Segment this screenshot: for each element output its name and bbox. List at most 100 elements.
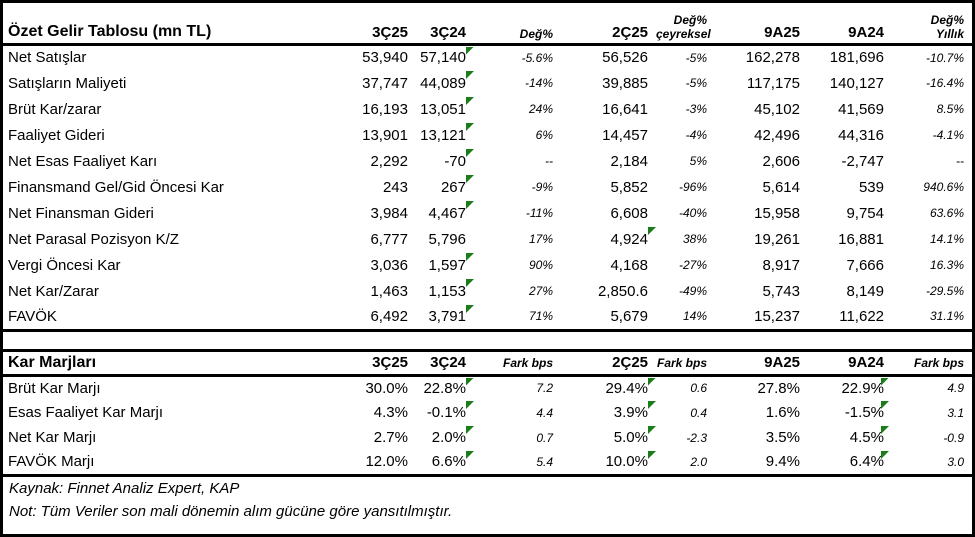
income-table-title: Özet Gelir Tablosu (mn TL) [3, 3, 330, 46]
col-header-3c24: 3Ç24 [412, 3, 474, 46]
cell-3c24: 2.0% [412, 425, 474, 450]
cell-2c25: 14,457 [602, 126, 648, 144]
cell-deg-yillik: -- [956, 154, 964, 168]
cell-fark-bps: -0.9 [943, 430, 964, 445]
green-flag-icon [466, 175, 474, 183]
cell-deg-pct: 6% [535, 128, 553, 142]
green-flag-icon [466, 71, 474, 79]
cell-3c24: 1,153 [412, 278, 474, 304]
cell-fark-bps: 7.2 [536, 381, 553, 396]
col-header-deg-pct-yillik: Değ% Yıllık [889, 3, 972, 46]
col-header-2c25: 2Ç25 [556, 3, 656, 46]
cell-2c25: 6,608 [610, 204, 648, 222]
col-header-3c25: 3Ç25 [330, 3, 412, 46]
table-row: Net Parasal Pozisyon K/Z 6,777 5,796 17%… [3, 226, 972, 252]
data-note: Not: Tüm Veriler son mali dönemin alım g… [9, 502, 453, 520]
cell-deg-yillik: 14.1% [929, 232, 964, 246]
green-flag-icon [466, 201, 474, 209]
cell-2c25: 2,184 [610, 152, 648, 170]
source-note: Kaynak: Finnet Analiz Expert, KAP [9, 479, 240, 497]
col-header-9a25: 9A25 [712, 3, 803, 46]
cell-9a24: 8,149 [846, 282, 884, 300]
cell-9a25: 1.6% [765, 404, 800, 421]
cell-9a24: 11,622 [803, 304, 889, 332]
cell-9a25: 9.4% [712, 450, 803, 477]
cell-3c24: 267 [412, 174, 474, 200]
row-label: Brüt Kar/zarar [8, 100, 102, 118]
row-label: FAVÖK [3, 304, 330, 332]
row-label: Faaliyet Gideri [8, 126, 105, 144]
cell-9a25: 5,614 [762, 178, 800, 196]
green-flag-icon [466, 305, 474, 313]
cell-9a25: 2,606 [762, 152, 800, 170]
cell-deg-pct: 90% [528, 258, 553, 272]
table-row: Esas Faaliyet Kar Marjı 4.3% -0.1% 4.4 3… [3, 400, 972, 425]
cell-2c25: 10.0% [556, 450, 656, 477]
green-flag-icon [466, 253, 474, 261]
green-flag-icon [466, 149, 474, 157]
cell-2c25: 2,850.6 [597, 282, 648, 300]
row-label: Brüt Kar Marjı [8, 379, 101, 397]
cell-fark-bps: -2.3 [686, 430, 707, 445]
cell-3c24: 13,121 [412, 122, 474, 148]
cell-3c25: 1,463 [370, 282, 408, 300]
cell-2c25: 56,526 [602, 49, 648, 67]
cell-2c25: 29.4% [556, 375, 656, 400]
cell-3c25: 3,984 [370, 204, 408, 222]
cell-3c25: 2.7% [373, 429, 408, 446]
cell-3c24: 57,140 [412, 44, 474, 70]
col-header-line1: Değ% [673, 12, 707, 27]
col-header-9a24: 9A24 [803, 348, 889, 377]
cell-3c24: 6.6% [412, 450, 474, 477]
cell-9a24: 4.5% [803, 425, 889, 450]
cell-2c25: 16,641 [602, 100, 648, 118]
table-row: Net Esas Faaliyet Karı 2,292 -70 -- 2,18… [3, 148, 972, 174]
cell-deg-ceyreksel: -4% [685, 128, 707, 142]
cell-9a24: 6.4% [803, 450, 889, 477]
row-label: Vergi Öncesi Kar [8, 256, 121, 274]
cell-3c25: 6,492 [330, 304, 412, 332]
cell-deg-yillik: -10.7% [925, 50, 964, 65]
cell-9a25: 8,917 [762, 256, 800, 274]
green-flag-icon [648, 401, 656, 409]
cell-deg-yillik: 63.6% [929, 206, 964, 220]
col-header-9a24: 9A24 [803, 3, 889, 46]
cell-3c24: 13,051 [412, 96, 474, 122]
row-label: Net Finansman Gideri [8, 204, 154, 222]
cell-9a25: 3.5% [765, 429, 800, 446]
cell-2c25: 5,679 [556, 304, 656, 332]
cell-3c24: 4,467 [412, 200, 474, 226]
cell-deg-pct: 17% [528, 232, 553, 246]
table-row: Net Satışlar 53,940 57,140 -5.6% 56,526 … [3, 44, 972, 70]
cell-deg-yillik: 16.3% [929, 258, 964, 272]
cell-deg-yillik: -4.1% [932, 128, 964, 142]
green-flag-icon [648, 227, 656, 235]
cell-3c25: 243 [382, 178, 408, 196]
cell-deg-yillik: -29.5% [925, 284, 964, 298]
green-flag-icon [881, 426, 889, 434]
cell-9a24: 44,316 [838, 126, 884, 144]
col-header-line1: Değ% [930, 12, 964, 27]
margins-header-row: Kar Marjları 3Ç25 3Ç24 Fark bps 2Ç25 Far… [3, 348, 972, 377]
col-header-line2: çeyreksel [656, 26, 711, 41]
cell-deg-ceyreksel: 5% [689, 154, 707, 168]
cell-3c25: 53,940 [362, 49, 408, 67]
col-header-2c25: 2Ç25 [556, 348, 656, 377]
col-header-3c25: 3Ç25 [330, 348, 412, 377]
cell-deg-pct: 71% [474, 304, 556, 332]
table-row: Vergi Öncesi Kar 3,036 1,597 90% 4,168 -… [3, 252, 972, 278]
cell-deg-ceyreksel: 38% [682, 232, 707, 246]
cell-deg-ceyreksel: -40% [678, 206, 707, 220]
green-flag-icon [648, 426, 656, 434]
table-row: Finansmand Gel/Gid Öncesi Kar 243 267 -9… [3, 174, 972, 200]
cell-deg-pct: 24% [528, 102, 553, 116]
cell-3c25: 12.0% [330, 450, 412, 477]
cell-9a24: 9,754 [846, 204, 884, 222]
cell-deg-yillik: 940.6% [923, 180, 964, 194]
cell-3c24: 22.8% [412, 375, 474, 400]
table-row: Brüt Kar Marjı 30.0% 22.8% 7.2 29.4% 0.6… [3, 375, 972, 400]
cell-3c25: 16,193 [362, 100, 408, 118]
cell-fark-bps: 3.1 [947, 405, 964, 420]
cell-2c25: 4,168 [610, 256, 648, 274]
cell-2c25: 5,852 [610, 178, 648, 196]
